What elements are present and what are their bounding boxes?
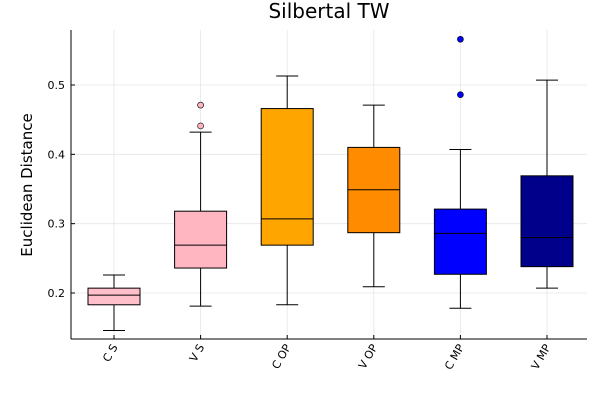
box-iqr <box>433 208 487 275</box>
box-c-op <box>260 75 314 306</box>
y-tick-label: 0.5 <box>48 79 66 92</box>
box-v-op <box>347 104 401 288</box>
box-v-s <box>174 101 228 307</box>
x-tick-label: C S <box>100 342 120 364</box>
grid-layer <box>71 30 587 339</box>
x-tick-label: C OP <box>269 342 294 372</box>
y-tick-label: 0.4 <box>48 148 66 161</box>
y-tick-label: 0.2 <box>48 287 66 300</box>
outlier-point <box>457 91 464 99</box>
x-tick-label: V OP <box>356 342 381 372</box>
box-c-mp <box>433 35 487 309</box>
outlier-point <box>197 101 204 109</box>
axis-layer <box>70 30 587 340</box>
box-v-mp <box>520 79 574 289</box>
x-tick-label: V S <box>187 342 207 364</box>
box-c-s <box>87 274 141 331</box>
x-tick-label: C MP <box>442 342 467 372</box>
y-tick-label: 0.3 <box>48 218 66 231</box>
box-iqr <box>520 175 574 268</box>
outlier-point <box>457 35 464 43</box>
box-iqr <box>87 287 141 306</box>
chart-title: Silbertal TW <box>268 0 389 23</box>
box-iqr <box>260 108 314 246</box>
y-axis-label: Euclidean Distance <box>18 113 36 256</box>
box-layer <box>87 35 574 331</box>
outlier-point <box>197 122 204 130</box>
x-tick-label: V MP <box>529 342 554 372</box>
box-iqr <box>174 210 228 269</box>
